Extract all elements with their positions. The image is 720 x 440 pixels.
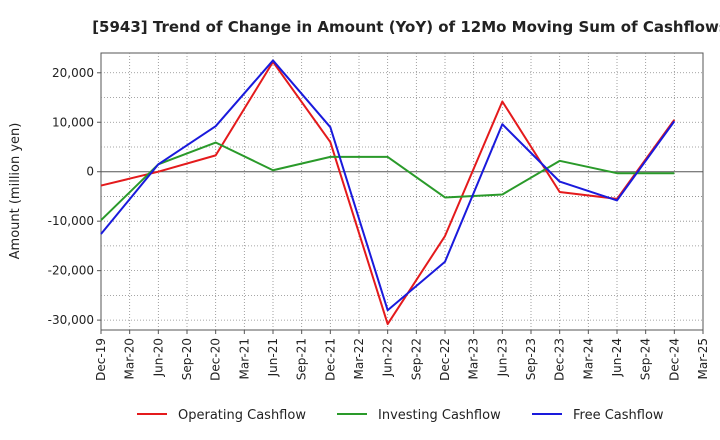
x-tick-label: Sep-22: [409, 338, 423, 380]
x-tick-label: Mar-25: [696, 338, 710, 379]
y-axis-label: Amount (million yen): [8, 123, 23, 260]
x-tick-label: Mar-23: [467, 338, 481, 379]
x-tick-label: Mar-22: [352, 338, 366, 379]
y-tick-label: -30,000: [48, 313, 94, 327]
x-tick-label: Sep-24: [639, 338, 653, 380]
series-line-free-cashflow: [100, 59, 676, 312]
x-tick-label: Dec-21: [323, 338, 337, 381]
x-tick-label: Dec-19: [94, 338, 108, 381]
y-tick-label: 10,000: [52, 115, 94, 129]
x-tick-labels: Dec-19 Mar-20 Jun-20 Sep-20 Dec-20 Mar-21 Jun-…: [94, 330, 710, 381]
x-tick-label: Jun-23: [495, 338, 509, 377]
x-tick-label: Mar-21: [237, 338, 251, 379]
y-tick-label: 0: [86, 165, 94, 179]
x-tick-label: Dec-22: [438, 338, 452, 381]
legend: Operating Cashflow Investing Cashflow Free…: [137, 408, 664, 423]
x-tick-label: Sep-21: [295, 338, 309, 380]
x-tick-label: Jun-22: [381, 338, 395, 377]
series-line-investing-cashflow: [100, 141, 675, 221]
x-tick-label: Dec-23: [553, 338, 567, 381]
x-tick-label: Dec-20: [209, 338, 223, 381]
plot-area: [100, 52, 704, 331]
x-tick-label: Mar-24: [581, 338, 595, 379]
x-tick-label: Jun-20: [151, 338, 165, 377]
legend-label: Investing Cashflow: [378, 408, 501, 423]
y-tick-labels: 20,000 10,000 0 -10,000 -20,000 -30,000: [48, 66, 101, 327]
plot-frame: [100, 52, 704, 331]
legend-label: Free Cashflow: [573, 408, 664, 423]
y-tick-label: -10,000: [48, 214, 94, 228]
x-tick-label: Mar-20: [123, 338, 137, 379]
legend-label: Operating Cashflow: [178, 408, 306, 423]
y-tick-label: -20,000: [48, 264, 94, 278]
x-tick-label: Dec-24: [667, 338, 681, 381]
x-tick-label: Sep-20: [180, 338, 194, 380]
chart-title: [5943] Trend of Change in Amount (YoY) o…: [92, 18, 720, 36]
x-tick-label: Jun-21: [266, 338, 280, 377]
x-tick-label: Sep-23: [524, 338, 538, 380]
x-tick-label: Jun-24: [610, 338, 624, 377]
series-line-operating-cashflow: [100, 60, 676, 326]
y-tick-label: 20,000: [52, 66, 94, 80]
series-lines: [100, 59, 676, 326]
